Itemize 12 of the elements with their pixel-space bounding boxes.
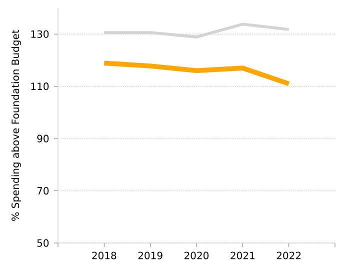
y-tick-label: 50 bbox=[37, 239, 49, 247]
y-tick-label: 130 bbox=[31, 30, 49, 38]
y-tick-label: 90 bbox=[37, 134, 49, 142]
x-tick-label: 2018 bbox=[92, 252, 116, 260]
x-tick-label: 2021 bbox=[230, 252, 254, 260]
y-axis-title: % Spending above Foundation Budget bbox=[11, 30, 22, 221]
y-tick-label: 110 bbox=[31, 82, 49, 90]
x-tick-label: 2020 bbox=[184, 252, 209, 260]
x-tick-label: 2019 bbox=[138, 252, 162, 260]
y-tick-label: 70 bbox=[37, 186, 49, 195]
x-tick-label: 2022 bbox=[276, 252, 301, 260]
line-series bbox=[102, 22, 290, 38]
